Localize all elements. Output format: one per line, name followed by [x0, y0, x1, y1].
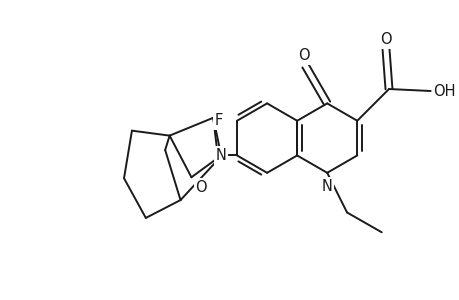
Text: O: O — [298, 48, 309, 63]
Text: OH: OH — [433, 83, 455, 98]
Text: N: N — [321, 179, 332, 194]
Text: F: F — [214, 113, 223, 128]
Text: O: O — [380, 32, 391, 47]
Text: N: N — [215, 148, 226, 163]
Text: O: O — [195, 180, 207, 195]
